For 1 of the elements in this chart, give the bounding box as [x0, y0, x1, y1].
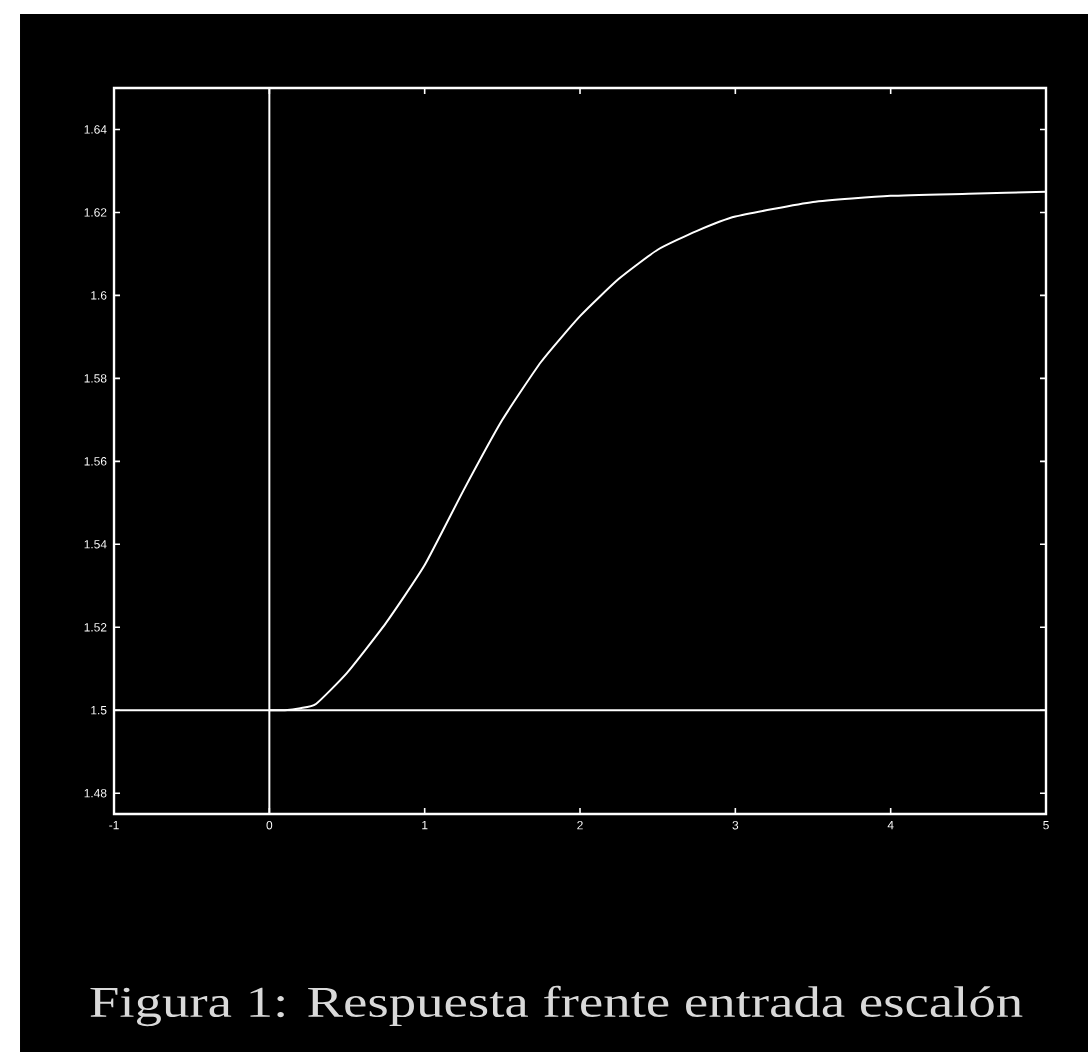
text: Figura 1: Respuesta frente entrada escalón: [90, 985, 1023, 1027]
